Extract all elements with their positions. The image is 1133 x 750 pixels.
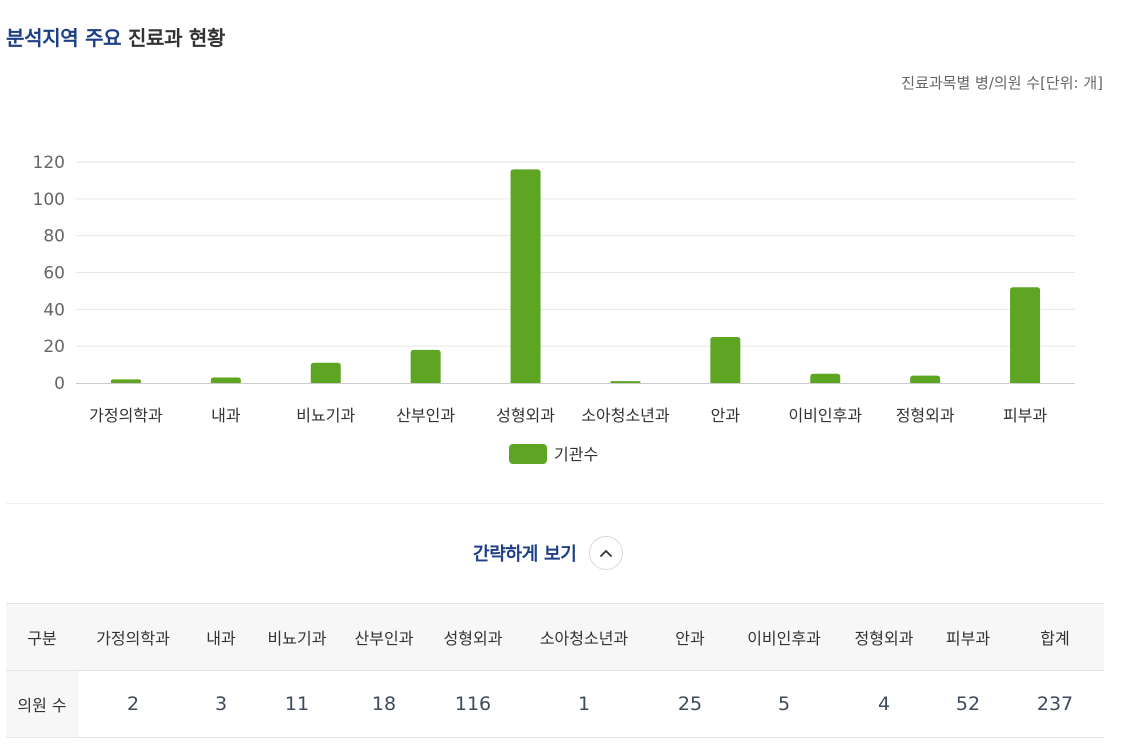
table-column-header: 산부인과 bbox=[340, 603, 428, 671]
legend-label[interactable]: 기관수 bbox=[554, 445, 598, 464]
table-cell: 2 bbox=[78, 670, 188, 738]
x-tick-label: 산부인과 bbox=[396, 406, 455, 425]
table-cell: 25 bbox=[650, 670, 730, 738]
table-cell: 18 bbox=[340, 670, 428, 738]
x-tick-label: 안과 bbox=[711, 406, 741, 425]
table-header-row: 구분 가정의학과 내과 비뇨기과 산부인과 성형외과 소아청소년과 안과 이비인후과 정형외과 피… bbox=[6, 603, 1104, 671]
bar[interactable] bbox=[210, 377, 241, 383]
title-accent: 분석지역 주요 bbox=[6, 26, 122, 50]
x-tick-label: 정형외과 bbox=[896, 406, 955, 425]
table-column-header: 내과 bbox=[188, 603, 254, 671]
table-column-header: 성형외과 bbox=[428, 603, 518, 671]
bar[interactable] bbox=[610, 381, 641, 383]
y-tick-label: 60 bbox=[43, 264, 65, 284]
table-column-header: 합계 bbox=[1006, 603, 1104, 671]
y-tick-label: 80 bbox=[43, 227, 65, 247]
summary-table: 구분 가정의학과 내과 비뇨기과 산부인과 성형외과 소아청소년과 안과 이비인후과 정형외과 피… bbox=[6, 603, 1104, 738]
unit-note: 진료과목별 병/의원 수[단위: 개] bbox=[901, 74, 1103, 92]
table-cell: 4 bbox=[838, 670, 930, 738]
table-cell: 11 bbox=[254, 670, 340, 738]
y-tick-label: 120 bbox=[33, 153, 65, 173]
table-header-label: 구분 bbox=[6, 603, 78, 671]
section-divider bbox=[6, 503, 1104, 504]
table-column-header: 비뇨기과 bbox=[254, 603, 340, 671]
chevron-up-icon[interactable] bbox=[588, 536, 623, 570]
x-tick-label: 가정의학과 bbox=[89, 406, 163, 425]
bar[interactable] bbox=[910, 375, 941, 383]
legend-swatch[interactable] bbox=[509, 444, 547, 464]
y-tick-label: 20 bbox=[43, 337, 65, 357]
table-cell: 237 bbox=[1006, 670, 1104, 738]
table-cell: 116 bbox=[428, 670, 518, 738]
x-tick-label: 소아청소년과 bbox=[581, 406, 670, 425]
table-column-header: 소아청소년과 bbox=[518, 603, 650, 671]
table-column-header: 피부과 bbox=[930, 603, 1006, 671]
x-tick-label: 내과 bbox=[211, 406, 241, 425]
bar[interactable] bbox=[410, 349, 441, 383]
y-tick-label: 0 bbox=[54, 374, 65, 394]
bar[interactable] bbox=[510, 169, 541, 383]
bar[interactable] bbox=[310, 362, 341, 383]
bar[interactable] bbox=[110, 379, 141, 383]
bar-chart: 0 20 40 60 80 100 120 가정의학과 내과 비뇨기과 산부인과 성형외과 소아청소년과… bbox=[33, 153, 1075, 464]
x-tick-label: 피부과 bbox=[1003, 406, 1047, 425]
y-tick-label: 100 bbox=[33, 190, 65, 210]
table-cell: 1 bbox=[518, 670, 650, 738]
table-row: 의원 수 2 3 11 18 116 1 25 5 4 52 237 bbox=[6, 670, 1104, 738]
bar[interactable] bbox=[810, 373, 841, 383]
table-cell: 5 bbox=[730, 670, 838, 738]
x-tick-label: 성형외과 bbox=[496, 406, 555, 425]
table-row-label: 의원 수 bbox=[6, 670, 78, 738]
collapse-toggle-label: 간략하게 보기 bbox=[473, 544, 577, 565]
table-column-header: 정형외과 bbox=[838, 603, 930, 671]
collapse-toggle-button[interactable]: 간략하게 보기 bbox=[473, 534, 623, 572]
x-tick-label: 이비인후과 bbox=[788, 406, 862, 425]
y-tick-label: 40 bbox=[43, 300, 65, 320]
table-column-header: 가정의학과 bbox=[78, 603, 188, 671]
table-cell: 52 bbox=[930, 670, 1006, 738]
table-cell: 3 bbox=[188, 670, 254, 738]
x-tick-label: 비뇨기과 bbox=[296, 406, 355, 425]
table-column-header: 안과 bbox=[650, 603, 730, 671]
bar[interactable] bbox=[710, 336, 741, 383]
table-column-header: 이비인후과 bbox=[730, 603, 838, 671]
page-title: 분석지역 주요 진료과 현황 bbox=[6, 22, 225, 51]
title-rest: 진료과 현황 bbox=[127, 26, 226, 50]
bar[interactable] bbox=[1010, 287, 1041, 383]
